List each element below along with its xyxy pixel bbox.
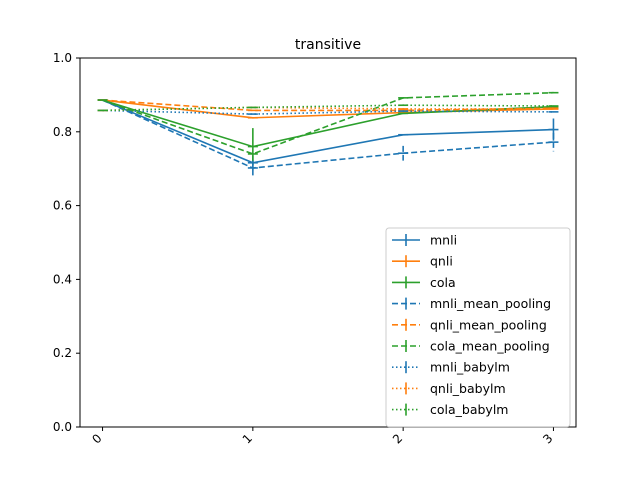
- x-tick-label: 0: [89, 431, 104, 446]
- y-tick-label: 0.4: [53, 272, 72, 286]
- legend: mnli qnli cola mnli_mean_pooling qnli_mean_p…: [385, 227, 571, 428]
- series-line: [102, 99, 554, 112]
- series-mnli_mean_pooling: [97, 99, 559, 176]
- legend-label: cola_babylm: [430, 402, 508, 417]
- legend-label: mnli_babylm: [430, 360, 510, 375]
- legend-box: [385, 227, 571, 428]
- series-line: [102, 99, 554, 164]
- legend-label: mnli_mean_pooling: [430, 296, 551, 311]
- legend-item: cola_mean_pooling: [392, 339, 550, 354]
- x-tick-label: 2: [390, 431, 405, 446]
- series-line: [102, 99, 554, 148]
- y-tick-label: 0.0: [53, 420, 72, 434]
- plot-frame: [79, 57, 577, 428]
- chart-title: transitive: [295, 37, 361, 53]
- series-line: [102, 91, 554, 155]
- legend-item: cola_babylm: [392, 402, 508, 417]
- legend-item: qnli_babylm: [392, 381, 506, 396]
- series-cola_babylm: [97, 104, 559, 112]
- legend-label: qnli_babylm: [430, 381, 506, 396]
- legend-item: qnli: [392, 254, 453, 269]
- legend-item: mnli_babylm: [392, 360, 510, 375]
- series-cola_mean_pooling: [97, 91, 559, 155]
- legend-item: mnli_mean_pooling: [392, 296, 551, 311]
- series-layer: [97, 91, 559, 176]
- x-tick-label: 3: [540, 431, 555, 446]
- y-tick-label: 1.0: [53, 51, 72, 65]
- legend-item: qnli_mean_pooling: [392, 317, 547, 332]
- legend-label: qnli: [430, 254, 453, 269]
- series-line: [102, 99, 554, 169]
- x-tick-label: 1: [240, 431, 255, 446]
- legend-label: mnli: [430, 233, 457, 248]
- legend-item: mnli: [392, 233, 457, 248]
- y-tick-label: 0.8: [53, 125, 72, 139]
- legend-label: cola: [430, 275, 456, 290]
- legend-label: cola_mean_pooling: [430, 339, 550, 354]
- y-tick-label: 0.6: [53, 199, 72, 213]
- legend-item: cola: [392, 275, 456, 290]
- y-tick-label: 0.2: [53, 346, 72, 360]
- legend-label: qnli_mean_pooling: [430, 317, 547, 332]
